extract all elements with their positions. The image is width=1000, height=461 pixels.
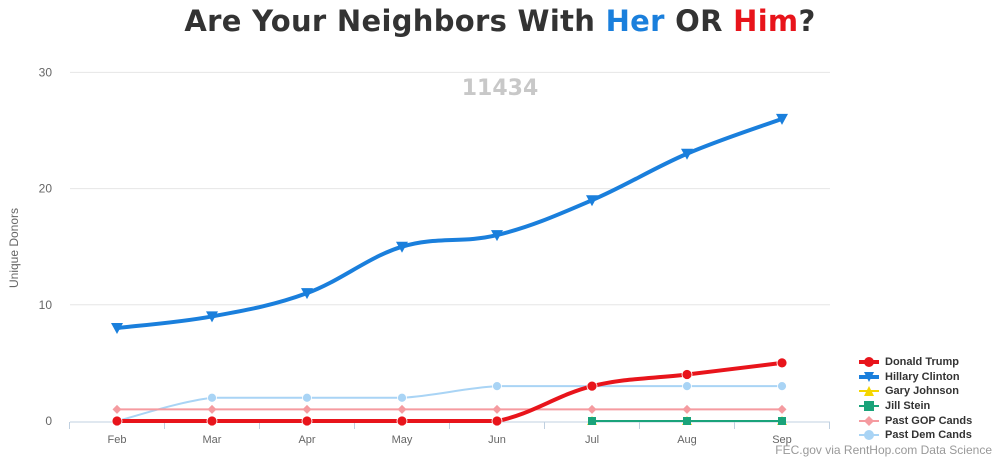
- title-suffix: ?: [798, 4, 816, 38]
- point-clinton: [776, 113, 788, 125]
- point-clinton: [206, 311, 218, 323]
- legend-label: Past Dem Cands: [885, 429, 972, 442]
- point-clinton: [491, 230, 503, 242]
- series-line-past_dem: [116, 385, 783, 422]
- legend-item-trump[interactable]: Donald Trump: [858, 355, 972, 370]
- point-past_dem: [777, 381, 787, 392]
- x-tick-label: May: [392, 434, 413, 446]
- point-trump: [776, 357, 788, 369]
- legend-swatch-icon: [859, 386, 879, 397]
- point-trump: [396, 415, 408, 427]
- point-past_gop: [587, 404, 597, 414]
- point-trump: [206, 415, 218, 427]
- point-past_dem: [397, 392, 407, 403]
- legend-label: Gary Johnson: [885, 385, 959, 398]
- point-stein: [683, 417, 691, 425]
- legend-swatch-icon: [859, 357, 879, 368]
- point-past_gop: [302, 404, 312, 414]
- title-prefix: Are Your Neighbors With: [184, 4, 606, 38]
- legend-label: Jill Stein: [885, 400, 931, 413]
- y-tick-label: 20: [39, 182, 53, 196]
- point-past_dem: [302, 392, 312, 403]
- legend-item-past_dem[interactable]: Past Dem Cands: [858, 428, 972, 443]
- x-tick-label: Feb: [108, 434, 127, 446]
- point-stein: [778, 417, 786, 425]
- point-past_dem: [682, 381, 692, 392]
- point-past_dem: [492, 381, 502, 392]
- series-line-trump: [115, 360, 784, 424]
- y-tick-label: 10: [39, 298, 53, 312]
- point-trump: [301, 415, 313, 427]
- source-credit: FEC.gov via RentHop.com Data Science: [775, 443, 992, 457]
- chart-legend: Donald Trump Hillary Clinton Gary Johnson J…: [858, 355, 972, 443]
- point-clinton: [681, 148, 693, 160]
- title-her: Her: [605, 4, 665, 38]
- point-trump: [586, 380, 598, 392]
- legend-swatch-icon: [859, 401, 879, 412]
- legend-swatch-icon: [859, 371, 879, 382]
- point-past_dem: [207, 392, 217, 403]
- legend-swatch-icon: [859, 430, 879, 441]
- y-tick-label: 30: [39, 65, 53, 79]
- legend-item-past_gop[interactable]: Past GOP Cands: [858, 413, 972, 428]
- legend-item-clinton[interactable]: Hillary Clinton: [858, 370, 972, 385]
- point-trump: [111, 415, 123, 427]
- legend-label: Hillary Clinton: [885, 370, 960, 383]
- y-tick-label: 0: [45, 414, 52, 428]
- legend-item-johnson[interactable]: Gary Johnson: [858, 384, 972, 399]
- point-clinton: [586, 195, 598, 207]
- point-past_gop: [397, 404, 407, 414]
- title-him: Him: [733, 4, 799, 38]
- series-line-clinton: [115, 116, 784, 331]
- point-clinton: [301, 288, 313, 300]
- point-trump: [491, 415, 503, 427]
- point-stein: [588, 417, 596, 425]
- x-tick-label: Sep: [772, 434, 792, 446]
- point-past_gop: [777, 404, 787, 414]
- legend-label: Donald Trump: [885, 356, 959, 369]
- point-clinton: [111, 323, 123, 335]
- x-tick-label: Jun: [488, 434, 506, 446]
- title-middle: OR: [664, 4, 734, 38]
- legend-label: Past GOP Cands: [885, 414, 973, 427]
- y-axis-title: Unique Donors: [7, 208, 21, 288]
- legend-item-stein[interactable]: Jill Stein: [858, 399, 972, 414]
- point-past_gop: [112, 404, 122, 414]
- watermark-number: 11434: [461, 76, 539, 101]
- point-past_gop: [682, 404, 692, 414]
- x-tick-label: Apr: [298, 434, 315, 446]
- x-tick-label: Aug: [677, 434, 697, 446]
- point-past_gop: [207, 404, 217, 414]
- point-past_gop: [492, 404, 502, 414]
- chart-title: Are Your Neighbors With Her OR Him?: [0, 4, 1000, 38]
- point-trump: [681, 369, 693, 380]
- point-clinton: [396, 241, 408, 253]
- legend-swatch-icon: [859, 415, 879, 426]
- x-tick-label: Jul: [585, 434, 599, 446]
- x-tick-label: Mar: [203, 434, 222, 446]
